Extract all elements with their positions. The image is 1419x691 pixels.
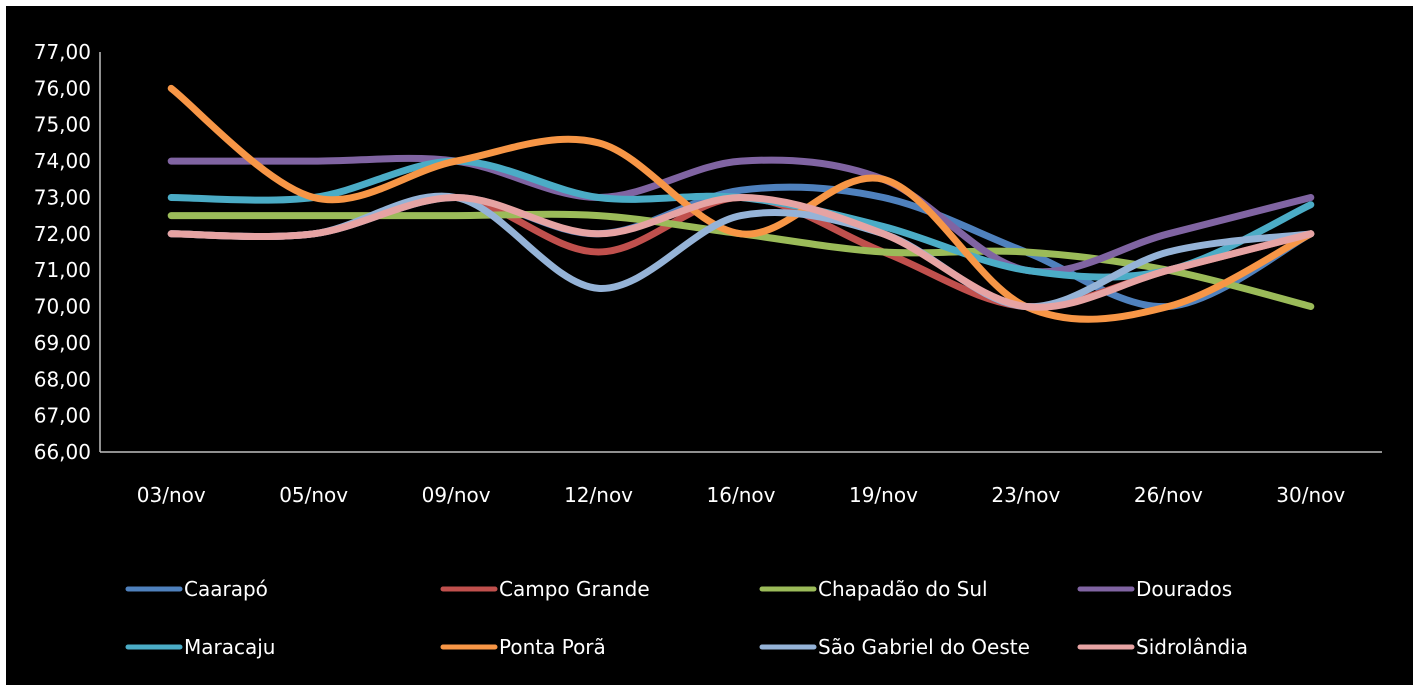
legend-label: Ponta Porã [499,635,606,659]
y-tick-label: 72,00 [34,222,91,246]
legend-item: São Gabriel do Oeste [759,635,1030,659]
legend: Caarapó Campo Grande Chapadão do Sul Dourad… [125,577,1248,659]
legend-item: Chapadão do Sul [759,577,988,601]
legend-label: Chapadão do Sul [818,577,988,601]
y-tick-label: 75,00 [34,113,91,137]
x-tick-label: 05/nov [279,483,348,507]
legend-label: São Gabriel do Oeste [818,635,1030,659]
x-tick-label: 12/nov [564,483,633,507]
legend-item: Ponta Porã [440,635,606,659]
legend-item: Sidrolândia [1077,635,1248,659]
legend-item: Maracaju [125,635,275,659]
x-tick-label: 26/nov [1134,483,1203,507]
line-chart: 66,00 67,00 68,00 69,00 70,00 71,00 72,00 73,00… [34,40,1382,659]
series-line-4 [167,154,1315,276]
y-tick-label: 70,00 [34,295,91,319]
y-tick-label: 68,00 [34,367,91,391]
legend-label: Dourados [1136,577,1232,601]
x-tick-label: 16/nov [707,483,776,507]
series-line-6 [167,84,1315,323]
y-tick-label: 69,00 [34,331,91,355]
legend-label: Maracaju [184,635,275,659]
legend-item: Dourados [1077,577,1232,601]
y-tick-label: 66,00 [34,440,91,464]
legend-item: Caarapó [125,577,268,601]
y-tick-label: 77,00 [34,40,91,64]
legend-item: Campo Grande [440,577,650,601]
legend-label: Campo Grande [499,577,650,601]
legend-label: Caarapó [184,577,268,601]
x-tick-label: 09/nov [422,483,491,507]
x-axis-tick-labels: 03/nov 05/nov 09/nov 12/nov 16/nov 19/nov 23/n… [137,483,1346,507]
legend-label: Sidrolândia [1136,635,1248,659]
y-tick-label: 73,00 [34,185,91,209]
y-tick-label: 74,00 [34,149,91,173]
y-axis-tick-labels: 66,00 67,00 68,00 69,00 70,00 71,00 72,00 73,00… [34,40,91,464]
y-tick-label: 71,00 [34,258,91,282]
series-line-8 [167,194,1315,311]
x-tick-label: 19/nov [849,483,918,507]
y-tick-label: 67,00 [34,404,91,428]
y-tick-label: 76,00 [34,76,91,100]
chart-container: 66,00 67,00 68,00 69,00 70,00 71,00 72,00 73,00… [6,6,1413,685]
series-lines [167,84,1315,323]
x-tick-label: 03/nov [137,483,206,507]
x-tick-label: 23/nov [991,483,1060,507]
x-tick-label: 30/nov [1276,483,1345,507]
